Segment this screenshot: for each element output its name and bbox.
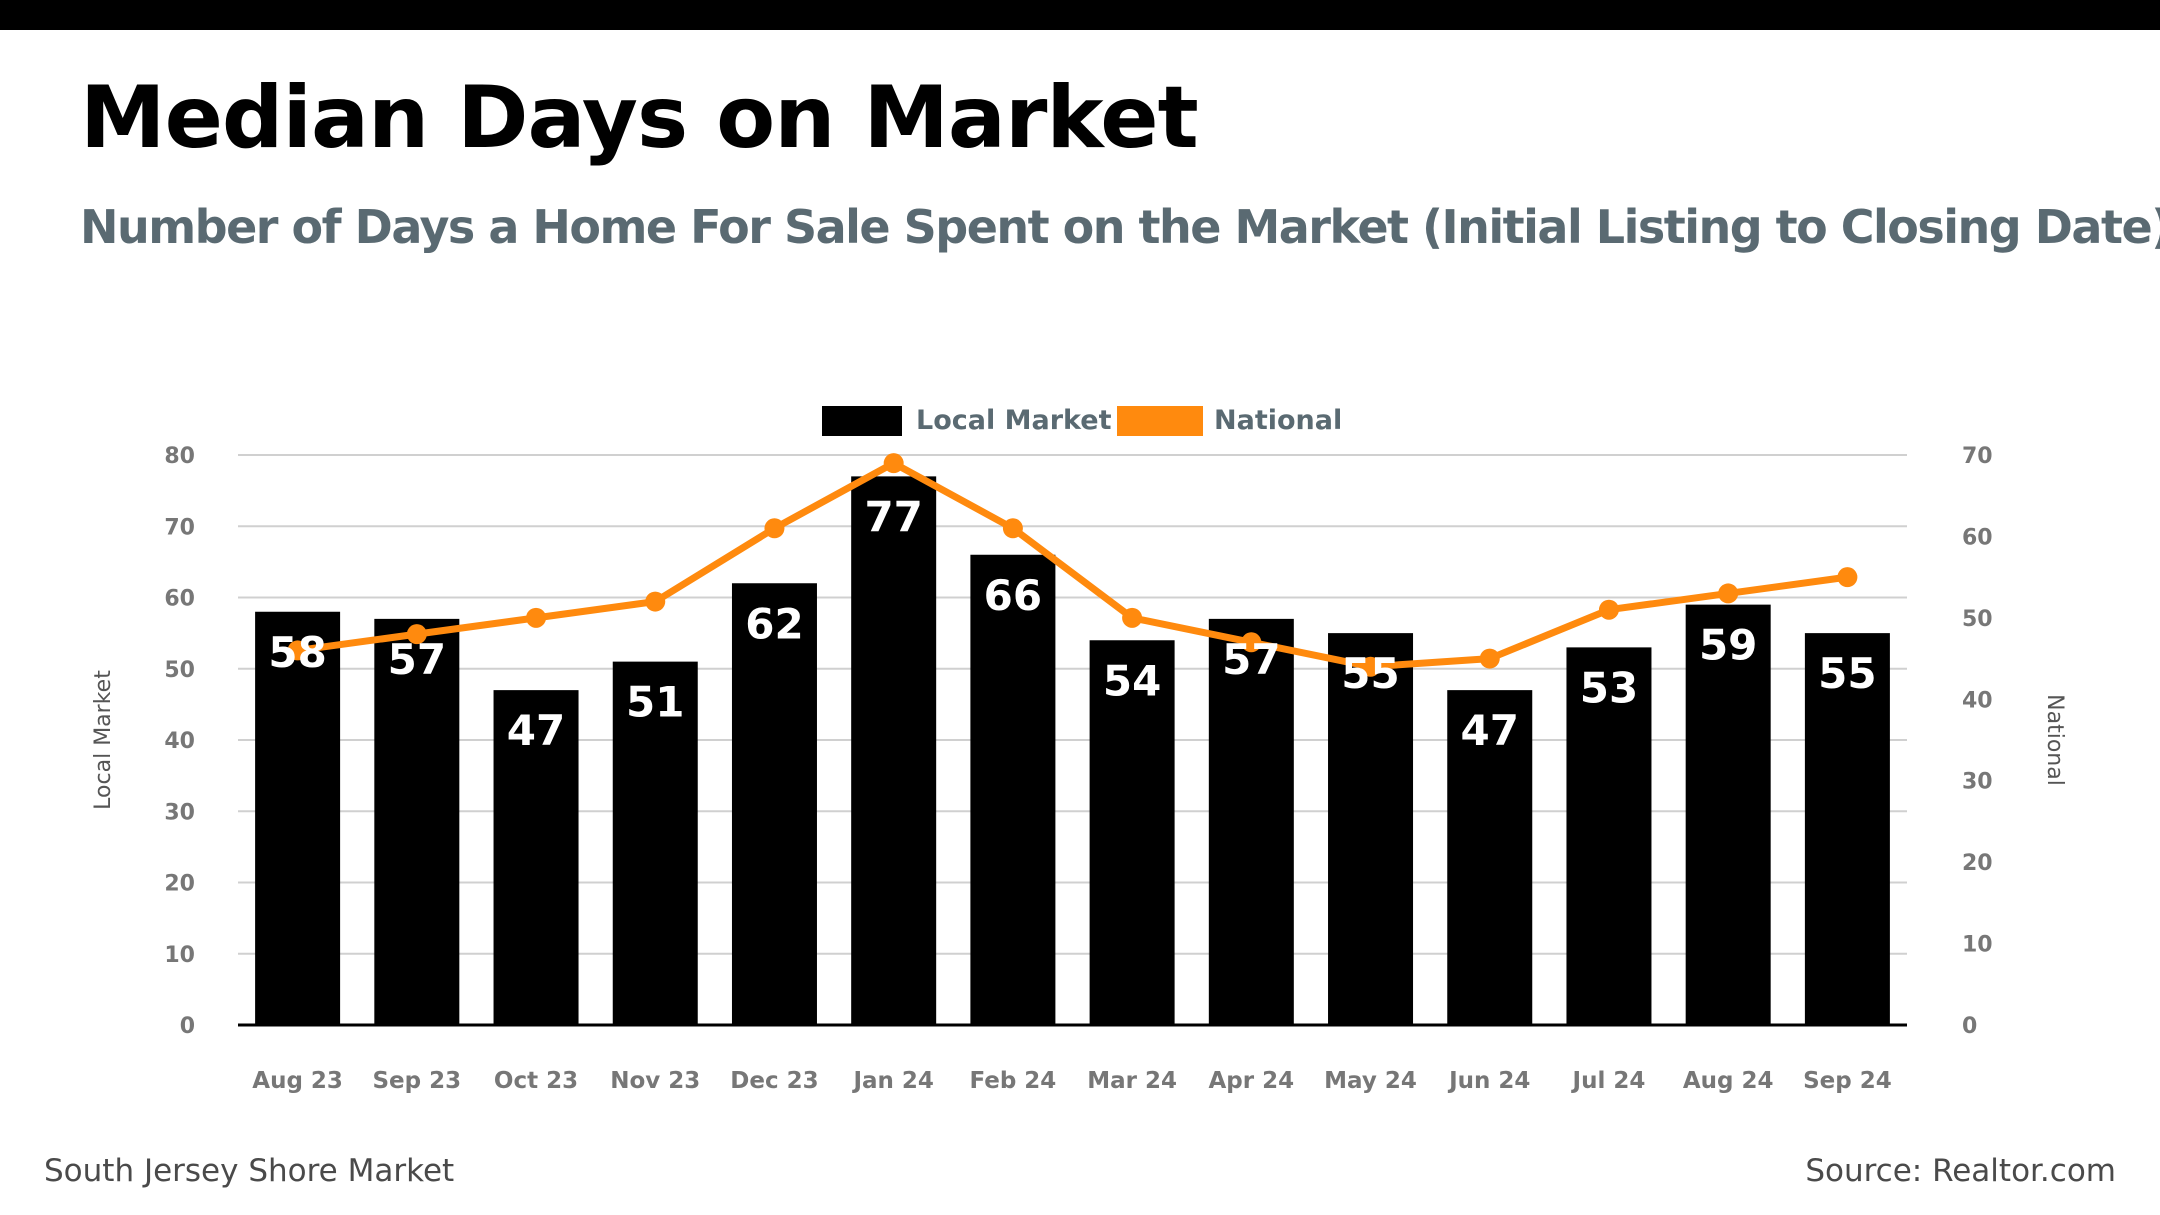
bar-data-label: 53 bbox=[1580, 663, 1638, 712]
right-axis-tick-label: 0 bbox=[1962, 1014, 1977, 1039]
x-axis-tick-label: Nov 23 bbox=[610, 1068, 700, 1094]
x-axis-tick-label: Feb 24 bbox=[969, 1068, 1056, 1094]
national-point bbox=[1598, 599, 1619, 620]
left-axis-title: Local Market bbox=[91, 670, 116, 810]
bar-local-market bbox=[970, 554, 1056, 1025]
x-axis-tick-label: Sep 23 bbox=[372, 1068, 461, 1094]
left-axis-tick-label: 40 bbox=[164, 729, 195, 754]
national-point bbox=[1837, 567, 1858, 588]
bar-local-market bbox=[493, 690, 579, 1025]
right-axis-tick-label: 60 bbox=[1962, 525, 1993, 550]
x-axis-tick-label: Mar 24 bbox=[1087, 1068, 1177, 1094]
x-axis-tick-label: Jun 24 bbox=[1447, 1068, 1530, 1094]
right-axis-tick-label: 40 bbox=[1962, 688, 1993, 713]
national-point bbox=[406, 624, 427, 645]
right-axis-tick-label: 10 bbox=[1962, 933, 1993, 958]
right-axis-title: National bbox=[2042, 694, 2067, 786]
legend-swatch-local-market bbox=[822, 406, 902, 436]
bar-local-market bbox=[374, 618, 460, 1025]
left-axis-tick-label: 0 bbox=[180, 1014, 195, 1039]
bar-data-label: 57 bbox=[1222, 635, 1280, 684]
left-axis-tick-label: 20 bbox=[164, 872, 195, 897]
bar-data-label: 55 bbox=[1341, 649, 1399, 698]
national-point bbox=[1479, 648, 1500, 669]
national-point bbox=[1241, 632, 1262, 653]
national-point bbox=[645, 591, 666, 612]
left-axis-tick-label: 30 bbox=[164, 800, 195, 825]
x-axis-tick-label: Aug 24 bbox=[1683, 1068, 1774, 1094]
left-axis-tick-label: 60 bbox=[164, 587, 195, 612]
x-axis-tick-label: Oct 23 bbox=[494, 1068, 578, 1094]
x-axis-tick-label: May 24 bbox=[1324, 1068, 1417, 1094]
left-axis-tick-label: 50 bbox=[164, 658, 195, 683]
left-axis-tick-label: 80 bbox=[164, 444, 195, 469]
bar-data-label: 51 bbox=[626, 678, 684, 727]
legend-swatch-national bbox=[1117, 406, 1203, 436]
bar-local-market bbox=[1685, 604, 1771, 1025]
top-bar bbox=[0, 0, 2160, 30]
bar-local-market bbox=[1566, 647, 1652, 1025]
bar-data-label: 62 bbox=[745, 599, 803, 648]
bar-local-market bbox=[1804, 633, 1890, 1025]
bar-data-label: 58 bbox=[268, 628, 326, 677]
national-point bbox=[1718, 583, 1739, 604]
national-point bbox=[1360, 656, 1381, 677]
bar-data-label: 47 bbox=[1461, 706, 1519, 755]
legend-label-local-market: Local Market bbox=[916, 405, 1112, 436]
x-axis-tick-label: Jan 24 bbox=[851, 1068, 933, 1094]
bar-data-label: 66 bbox=[984, 571, 1042, 620]
bar-data-label: 57 bbox=[388, 635, 446, 684]
bar-local-market bbox=[731, 583, 817, 1025]
bar-local-market bbox=[851, 476, 937, 1025]
national-point bbox=[287, 640, 308, 661]
page-title: Median Days on Market bbox=[80, 68, 1199, 168]
x-axis-tick-label: Dec 23 bbox=[730, 1068, 818, 1094]
x-axis-tick-label: Apr 24 bbox=[1209, 1068, 1295, 1094]
bar-local-market bbox=[1328, 633, 1414, 1025]
right-axis-tick-label: 30 bbox=[1962, 770, 1993, 795]
legend-label-national: National bbox=[1214, 405, 1342, 436]
national-series-line bbox=[294, 459, 1851, 671]
national-point bbox=[764, 518, 785, 539]
bar-local-market bbox=[612, 661, 698, 1025]
national-point bbox=[883, 453, 904, 474]
bar-local-market bbox=[1447, 690, 1533, 1025]
left-axis-tick-label: 70 bbox=[164, 515, 195, 540]
left-axis-tick-label: 10 bbox=[164, 943, 195, 968]
bar-local-market bbox=[1208, 618, 1294, 1025]
national-point bbox=[1002, 518, 1023, 539]
bar-data-label: 54 bbox=[1103, 656, 1161, 705]
bar-local-market bbox=[255, 611, 341, 1025]
bar-data-label: 47 bbox=[507, 706, 565, 755]
right-axis-tick-label: 20 bbox=[1962, 851, 1993, 876]
national-point bbox=[526, 607, 547, 628]
bar-local-market bbox=[1089, 640, 1175, 1025]
footer-source: Source: Realtor.com bbox=[1805, 1153, 2116, 1189]
x-axis-tick-label: Jul 24 bbox=[1571, 1068, 1646, 1094]
right-axis-tick-label: 50 bbox=[1962, 607, 1993, 632]
bar-data-label: 59 bbox=[1699, 621, 1757, 670]
x-axis-tick-label: Sep 24 bbox=[1803, 1068, 1892, 1094]
bar-data-label: 55 bbox=[1818, 649, 1876, 698]
x-axis-tick-label: Aug 23 bbox=[252, 1068, 343, 1094]
page-subtitle: Number of Days a Home For Sale Spent on … bbox=[80, 200, 2160, 254]
right-axis-tick-label: 70 bbox=[1962, 444, 1993, 469]
bar-data-label: 77 bbox=[864, 492, 922, 541]
footer-market-name: South Jersey Shore Market bbox=[44, 1153, 455, 1189]
national-point bbox=[1122, 607, 1143, 628]
